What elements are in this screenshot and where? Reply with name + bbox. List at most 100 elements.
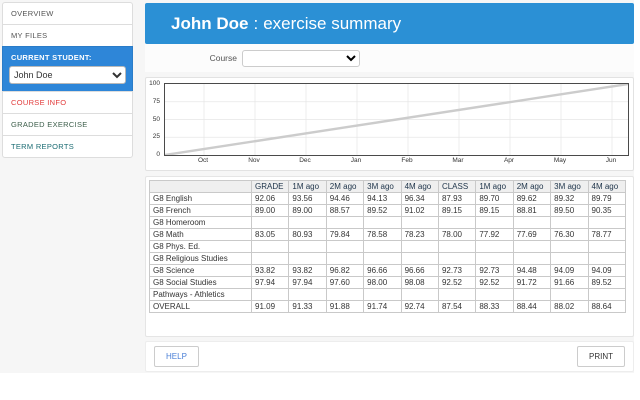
table-cell bbox=[288, 240, 327, 253]
table-cell: 92.52 bbox=[475, 276, 514, 289]
table-cell: 88.44 bbox=[512, 300, 552, 313]
table-cell bbox=[288, 288, 327, 301]
table-cell bbox=[288, 216, 327, 229]
student-select[interactable]: John Doe bbox=[9, 66, 126, 84]
table-cell: 91.66 bbox=[550, 276, 589, 289]
sidebar-item-current-student: CURRENT STUDENT: John Doe bbox=[2, 46, 133, 92]
column-header: 3M ago bbox=[550, 180, 589, 193]
table-cell bbox=[512, 216, 552, 229]
row-label: OVERALL bbox=[149, 300, 252, 313]
table-row: G8 Math 83.05 80.93 79.84 78.58 78.23 78.00 77.… bbox=[149, 228, 627, 241]
table-cell: 89.00 bbox=[250, 204, 290, 217]
table-row: G8 Phys. Ed. bbox=[149, 240, 627, 253]
table-cell: 92.06 bbox=[250, 192, 290, 205]
row-label: Pathways - Athletics bbox=[149, 288, 252, 301]
table-cell: 88.81 bbox=[512, 204, 552, 217]
table-cell bbox=[363, 288, 402, 301]
table-cell: 98.08 bbox=[400, 276, 439, 289]
table-cell: 93.56 bbox=[288, 192, 327, 205]
table-cell bbox=[550, 240, 589, 253]
chart-svg bbox=[165, 84, 628, 155]
table-cell: 83.05 bbox=[250, 228, 290, 241]
table-cell bbox=[550, 252, 589, 265]
help-button[interactable]: HELP bbox=[154, 346, 199, 367]
table-cell bbox=[250, 216, 290, 229]
table-cell: 89.52 bbox=[587, 276, 627, 289]
chart-gridlines bbox=[165, 84, 628, 155]
row-label: G8 English bbox=[149, 192, 252, 205]
table-cell bbox=[400, 216, 439, 229]
table-row: G8 Social Studies 97.94 97.94 97.60 98.00 98.… bbox=[149, 276, 627, 289]
table-cell: 79.84 bbox=[325, 228, 365, 241]
print-button[interactable]: PRINT bbox=[577, 346, 625, 367]
table-cell: 91.33 bbox=[288, 300, 327, 313]
table-cell: 90.35 bbox=[587, 204, 627, 217]
chart-line-series bbox=[165, 84, 628, 155]
y-tick-label: 0 bbox=[156, 151, 160, 158]
table-cell: 87.54 bbox=[437, 300, 477, 313]
table-cell: 94.09 bbox=[550, 264, 589, 277]
table-cell: 80.93 bbox=[288, 228, 327, 241]
app-window: OVERVIEW MY FILES CURRENT STUDENT: John … bbox=[0, 0, 634, 373]
table-row: Pathways - Athletics bbox=[149, 288, 627, 301]
sidebar-item-overview[interactable]: OVERVIEW bbox=[2, 2, 133, 25]
table-cell bbox=[587, 252, 627, 265]
row-label: G8 Phys. Ed. bbox=[149, 240, 252, 253]
course-row: Course bbox=[145, 44, 634, 72]
table-cell bbox=[325, 288, 365, 301]
column-header: 3M ago bbox=[363, 180, 402, 193]
table-cell bbox=[288, 252, 327, 265]
table-cell bbox=[400, 288, 439, 301]
table-cell: 93.82 bbox=[250, 264, 290, 277]
y-tick-label: 100 bbox=[149, 80, 160, 87]
table-cell bbox=[512, 288, 552, 301]
column-header: 2M ago bbox=[325, 180, 365, 193]
table-cell: 89.15 bbox=[475, 204, 514, 217]
table-cell: 89.79 bbox=[587, 192, 627, 205]
table-row: G8 Religious Studies bbox=[149, 252, 627, 265]
sidebar-item-my-files[interactable]: MY FILES bbox=[2, 24, 133, 47]
table-cell: 88.02 bbox=[550, 300, 589, 313]
x-tick-label: Feb bbox=[401, 157, 413, 164]
table-cell: 92.74 bbox=[400, 300, 439, 313]
sidebar-item-term-reports[interactable]: TERM REPORTS bbox=[2, 135, 133, 158]
table-cell bbox=[550, 288, 589, 301]
course-label: Course bbox=[209, 53, 237, 63]
table-cell: 89.70 bbox=[475, 192, 514, 205]
sidebar-item-graded-exercise[interactable]: GRADED EXERCISE bbox=[2, 113, 133, 136]
table-cell: 78.77 bbox=[587, 228, 627, 241]
y-tick-label: 75 bbox=[152, 97, 160, 105]
table-cell bbox=[437, 240, 477, 253]
table-cell: 91.74 bbox=[363, 300, 402, 313]
row-label: G8 Science bbox=[149, 264, 252, 277]
sidebar-item-course-info[interactable]: COURSE INFO bbox=[2, 91, 133, 114]
x-tick-label: Oct bbox=[197, 157, 209, 164]
table-cell bbox=[437, 288, 477, 301]
grades-table-body: G8 English 92.06 93.56 94.46 94.13 96.34 87.93… bbox=[149, 192, 627, 313]
x-tick-label: Jun bbox=[605, 157, 617, 164]
table-cell: 96.66 bbox=[363, 264, 402, 277]
table-cell: 89.15 bbox=[437, 204, 477, 217]
table-cell: 77.69 bbox=[512, 228, 552, 241]
table-cell bbox=[475, 252, 514, 265]
table-cell bbox=[587, 240, 627, 253]
row-label: G8 French bbox=[149, 204, 252, 217]
table-card: GRADE 1M ago 2M ago 3M ago 4M ago CLASS 1M ago… bbox=[145, 176, 634, 337]
table-row: G8 Homeroom bbox=[149, 216, 627, 229]
x-tick-label: Mar bbox=[452, 157, 464, 164]
table-cell bbox=[400, 252, 439, 265]
table-cell: 92.52 bbox=[437, 276, 477, 289]
table-cell: 97.60 bbox=[325, 276, 365, 289]
table-cell: 97.94 bbox=[250, 276, 290, 289]
column-header bbox=[149, 180, 252, 193]
grades-table: GRADE 1M ago 2M ago 3M ago 4M ago CLASS 1M ago… bbox=[149, 180, 627, 313]
table-cell: 88.57 bbox=[325, 204, 365, 217]
table-cell: 87.93 bbox=[437, 192, 477, 205]
x-tick-label: Jan bbox=[350, 157, 362, 164]
table-row: OVERALL 91.09 91.33 91.88 91.74 92.74 87.54 88.… bbox=[149, 300, 627, 313]
table-cell bbox=[250, 240, 290, 253]
course-select[interactable] bbox=[242, 49, 360, 67]
table-cell: 93.82 bbox=[288, 264, 327, 277]
table-cell: 89.52 bbox=[363, 204, 402, 217]
column-header: 1M ago bbox=[288, 180, 327, 193]
